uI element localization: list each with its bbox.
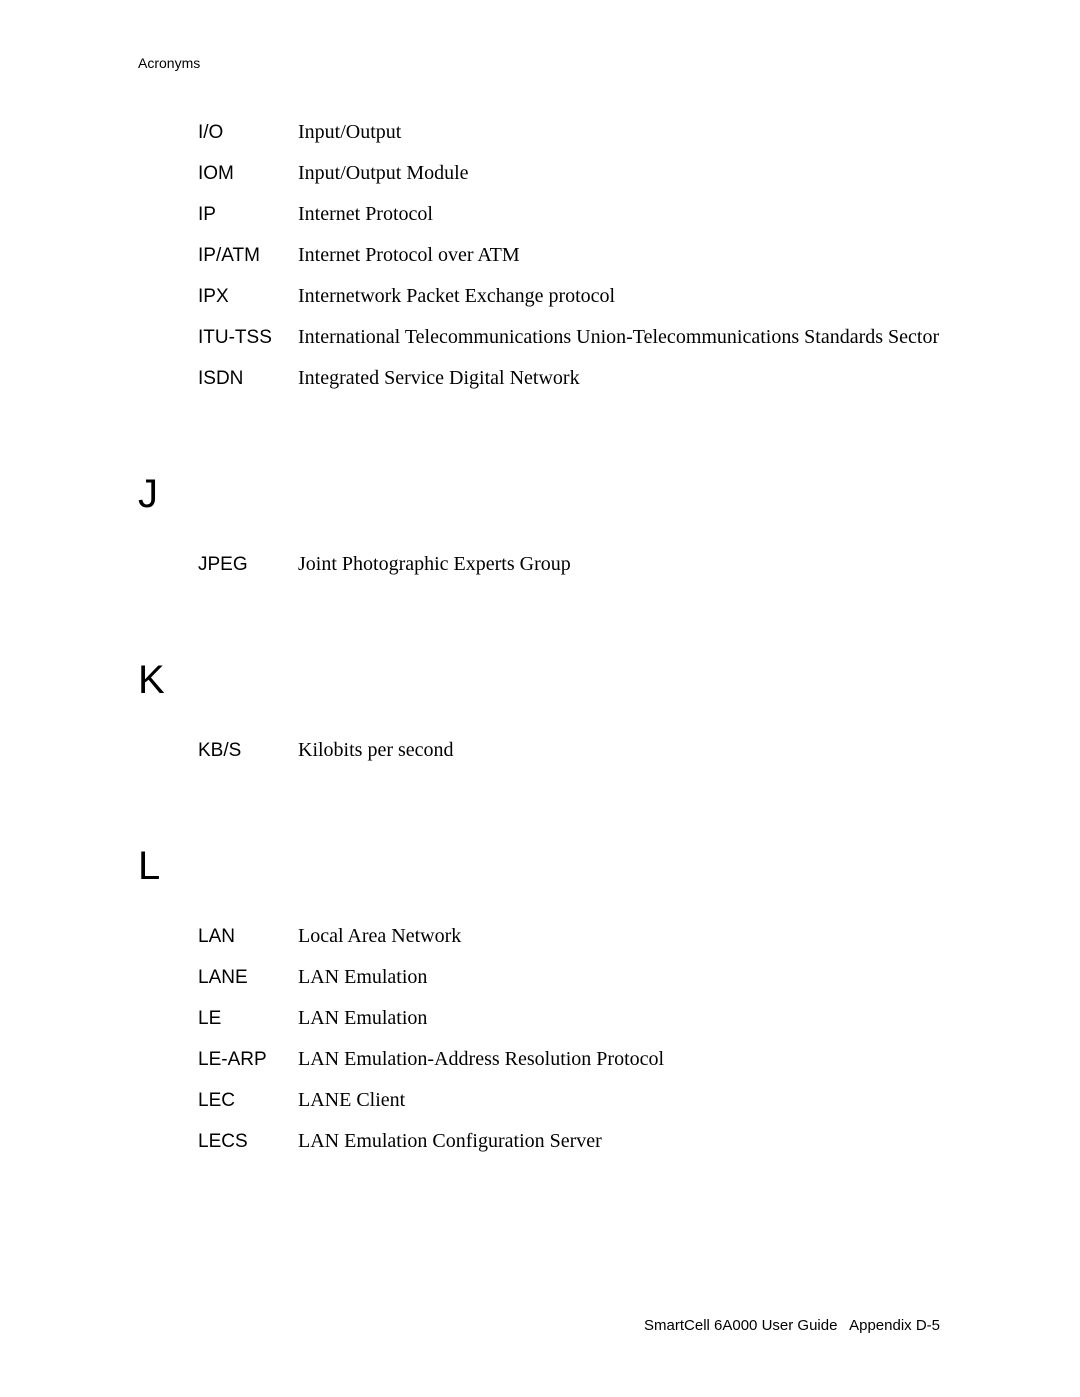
acronym-def: Local Area Network xyxy=(298,923,942,950)
acronym-term: LAN xyxy=(198,924,298,950)
acronym-def: LAN Emulation xyxy=(298,1005,942,1032)
acronym-def: Input/Output Module xyxy=(298,160,942,187)
entry-row: LEC LANE Client xyxy=(198,1087,942,1114)
section-l: L LAN Local Area Network LANE LAN Emulat… xyxy=(138,844,942,1155)
acronym-term: KB/S xyxy=(198,738,298,764)
acronym-def: Internetwork Packet Exchange protocol xyxy=(298,283,942,310)
entry-row: LE LAN Emulation xyxy=(198,1005,942,1032)
acronym-def: Integrated Service Digital Network xyxy=(298,365,942,392)
acronym-def: LAN Emulation-Address Resolution Protoco… xyxy=(298,1046,942,1073)
acronym-term: ISDN xyxy=(198,366,298,392)
entry-row: LE-ARP LAN Emulation-Address Resolution … xyxy=(198,1046,942,1073)
page: Acronyms I/O Input/Output IOM Input/Outp… xyxy=(0,0,1080,1397)
entries-l: LAN Local Area Network LANE LAN Emulatio… xyxy=(138,923,942,1155)
entry-row: ITU-TSS International Telecommunications… xyxy=(198,324,942,351)
entry-row: LAN Local Area Network xyxy=(198,923,942,950)
entry-row: LECS LAN Emulation Configuration Server xyxy=(198,1128,942,1155)
entry-row: LANE LAN Emulation xyxy=(198,964,942,991)
acronym-term: IPX xyxy=(198,284,298,310)
acronym-term: IOM xyxy=(198,161,298,187)
acronym-def: Internet Protocol xyxy=(298,201,942,228)
entry-row: ISDN Integrated Service Digital Network xyxy=(198,365,942,392)
acronym-def: Input/Output xyxy=(298,119,942,146)
page-header: Acronyms xyxy=(138,55,942,71)
acronym-def: LAN Emulation xyxy=(298,964,942,991)
page-footer: SmartCell 6A000 User Guide Appendix D-5 xyxy=(627,1300,940,1351)
entry-row: IPX Internetwork Packet Exchange protoco… xyxy=(198,283,942,310)
entry-row: IP Internet Protocol xyxy=(198,201,942,228)
section-letter-l: L xyxy=(138,844,942,889)
header-title: Acronyms xyxy=(138,55,200,71)
entry-row: KB/S Kilobits per second xyxy=(198,737,942,764)
footer-text: SmartCell 6A000 User Guide Appendix D-5 xyxy=(644,1317,940,1334)
acronym-term: IP xyxy=(198,202,298,228)
acronym-term: IP/ATM xyxy=(198,243,298,269)
entry-row: IP/ATM Internet Protocol over ATM xyxy=(198,242,942,269)
acronym-term: LANE xyxy=(198,965,298,991)
acronym-term: I/O xyxy=(198,120,298,146)
acronym-def: Joint Photographic Experts Group xyxy=(298,551,942,578)
acronym-def: LAN Emulation Configuration Server xyxy=(298,1128,942,1155)
entry-row: I/O Input/Output xyxy=(198,119,942,146)
acronym-term: LE-ARP xyxy=(198,1047,298,1073)
entries-k: KB/S Kilobits per second xyxy=(138,737,942,764)
section-letter-k: K xyxy=(138,658,942,703)
acronym-def: Kilobits per second xyxy=(298,737,942,764)
entry-row: IOM Input/Output Module xyxy=(198,160,942,187)
section-letter-j: J xyxy=(138,472,942,517)
acronym-term: LE xyxy=(198,1006,298,1032)
section-j: J JPEG Joint Photographic Experts Group xyxy=(138,472,942,578)
section-i-continued: I/O Input/Output IOM Input/Output Module… xyxy=(138,119,942,392)
section-k: K KB/S Kilobits per second xyxy=(138,658,942,764)
acronym-term: LECS xyxy=(198,1129,298,1155)
entries-i: I/O Input/Output IOM Input/Output Module… xyxy=(138,119,942,392)
acronym-def: Internet Protocol over ATM xyxy=(298,242,942,269)
entries-j: JPEG Joint Photographic Experts Group xyxy=(138,551,942,578)
acronym-term: JPEG xyxy=(198,552,298,578)
acronym-def: International Telecommunications Union-T… xyxy=(298,324,942,351)
acronym-term: ITU-TSS xyxy=(198,325,298,351)
acronym-term: LEC xyxy=(198,1088,298,1114)
acronym-def: LANE Client xyxy=(298,1087,942,1114)
entry-row: JPEG Joint Photographic Experts Group xyxy=(198,551,942,578)
